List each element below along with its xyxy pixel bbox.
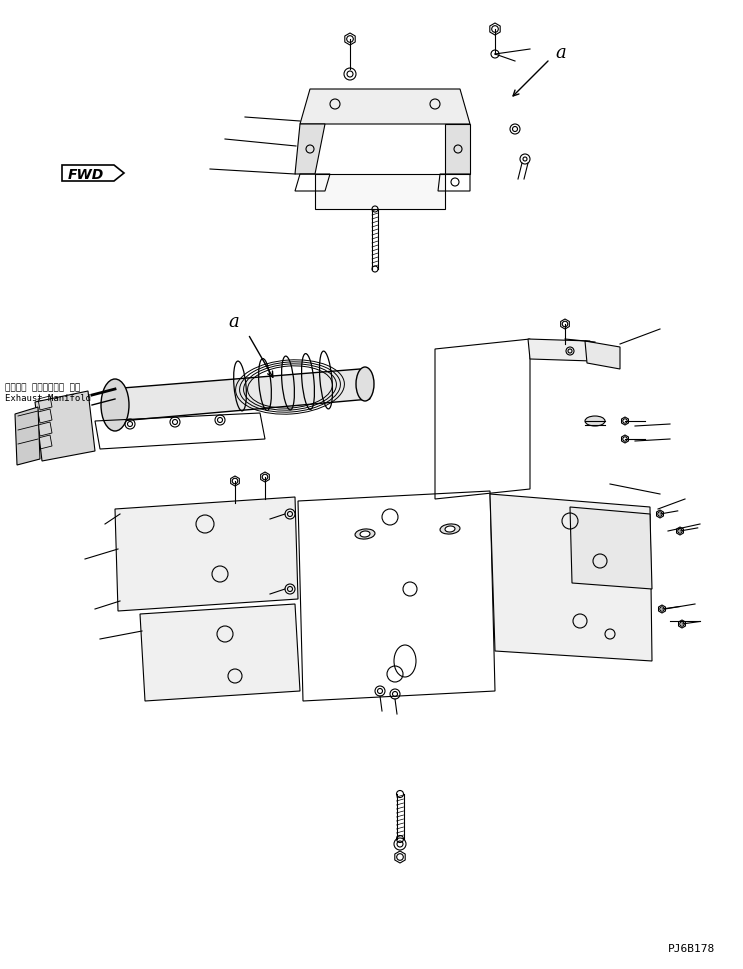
Polygon shape — [445, 125, 470, 174]
Ellipse shape — [360, 531, 370, 538]
Ellipse shape — [101, 380, 129, 431]
Polygon shape — [570, 508, 652, 589]
Ellipse shape — [355, 529, 375, 540]
Text: FWD: FWD — [68, 168, 104, 182]
Polygon shape — [115, 497, 298, 611]
Polygon shape — [295, 125, 325, 174]
Ellipse shape — [585, 417, 605, 426]
Text: a: a — [228, 313, 239, 330]
Ellipse shape — [445, 526, 455, 533]
Text: a: a — [555, 44, 565, 62]
Polygon shape — [315, 174, 445, 209]
Text: エキゾー ストマニホー ルド: エキゾー ストマニホー ルド — [5, 383, 80, 391]
Polygon shape — [15, 408, 40, 465]
Text: PJ6B178: PJ6B178 — [668, 943, 716, 953]
Polygon shape — [35, 391, 95, 461]
Polygon shape — [585, 342, 620, 369]
Text: Exhaust Manifold: Exhaust Manifold — [5, 393, 91, 402]
Polygon shape — [110, 369, 370, 422]
Polygon shape — [300, 90, 470, 125]
Polygon shape — [140, 605, 300, 702]
Ellipse shape — [440, 524, 460, 535]
Polygon shape — [528, 340, 592, 361]
Ellipse shape — [356, 367, 374, 401]
Polygon shape — [490, 494, 652, 661]
